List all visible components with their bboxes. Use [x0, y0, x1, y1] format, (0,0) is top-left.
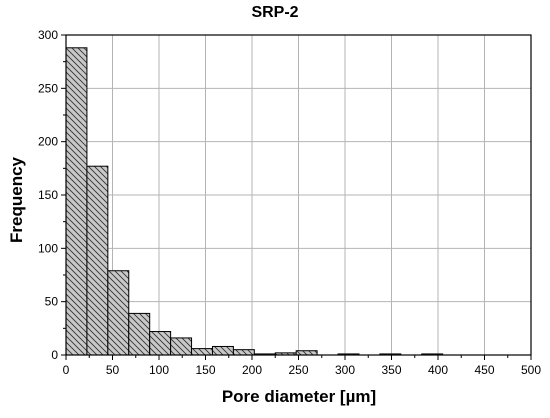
histogram-bar [295, 350, 318, 356]
axes: 0 50 100 150 200 250 300 350 400 450 500 0 50 100 150 2… [38, 28, 541, 377]
histogram-bar [232, 349, 255, 356]
y-tick-label: 150 [38, 188, 58, 202]
y-tick-label: 300 [38, 28, 58, 42]
x-tick-label: 200 [242, 363, 262, 377]
x-tick-label: 350 [381, 363, 401, 377]
histogram-bar [149, 331, 172, 356]
x-tick-label: 300 [335, 363, 355, 377]
y-tick-label: 250 [38, 81, 58, 95]
histogram-bar [65, 47, 88, 356]
histogram-bar [170, 337, 193, 356]
y-tick-label: 0 [51, 348, 58, 362]
x-tick-label: 400 [428, 363, 448, 377]
y-axis-label: Frequency [7, 156, 26, 243]
histogram-bar [211, 345, 234, 356]
histogram-bar [107, 270, 130, 356]
x-tick-label: 0 [63, 363, 70, 377]
bars [65, 47, 444, 356]
y-tick-label: 50 [45, 295, 59, 309]
histogram-bar [86, 165, 109, 356]
x-tick-label: 150 [195, 363, 215, 377]
y-tick-label: 100 [38, 241, 58, 255]
histogram-bar [191, 348, 213, 356]
x-tick-label: 450 [474, 363, 494, 377]
x-axis-label: Pore diameter [µm] [222, 387, 376, 406]
x-tick-label: 100 [149, 363, 169, 377]
x-tick-label: 250 [288, 363, 308, 377]
x-tick-label: 500 [521, 363, 541, 377]
x-tick-label: 50 [106, 363, 120, 377]
histogram-bar [128, 312, 151, 356]
grid-lines [65, 34, 532, 356]
chart-title: SRP-2 [251, 4, 299, 21]
y-tick-label: 200 [38, 135, 58, 149]
